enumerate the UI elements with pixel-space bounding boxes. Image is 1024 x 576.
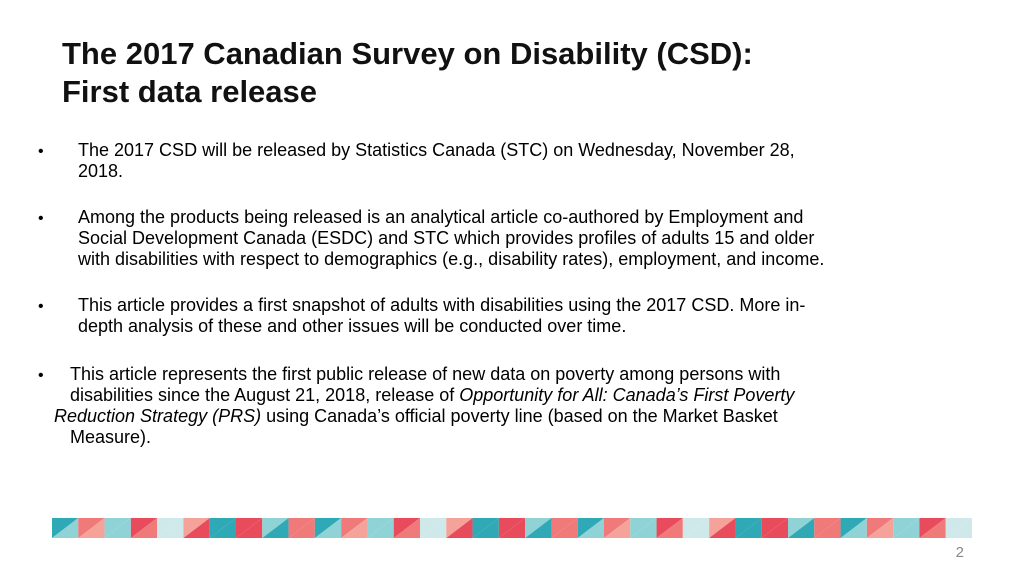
strip-triangle	[761, 518, 788, 538]
strip-triangle	[525, 518, 552, 538]
strip-triangle	[157, 518, 184, 538]
strip-triangle	[551, 518, 578, 538]
strip-triangle	[656, 518, 683, 538]
strip-triangle	[577, 518, 604, 538]
strip-triangle	[814, 518, 841, 538]
strip-triangle	[236, 518, 263, 538]
strip-triangle	[446, 518, 473, 538]
strip-triangle	[446, 518, 473, 538]
strip-triangle	[893, 518, 920, 538]
strip-triangle	[262, 518, 289, 538]
bullet-text: Among the products being released is an …	[78, 207, 824, 270]
bullet-text: This article represents the first public…	[54, 364, 794, 448]
strip-triangle	[814, 518, 841, 538]
strip-triangle	[761, 518, 788, 538]
strip-triangle	[209, 518, 236, 538]
strip-triangle	[367, 518, 394, 538]
bullet-line: disabilities since the August 21, 2018, …	[70, 385, 794, 406]
strip-triangle	[288, 518, 315, 538]
bullet-plain-text: disabilities since the August 21, 2018, …	[70, 385, 460, 405]
strip-triangle	[919, 518, 946, 538]
strip-triangle	[314, 518, 342, 538]
bullet-line: Measure).	[70, 427, 152, 447]
strip-triangle	[604, 518, 631, 538]
strip-triangle	[945, 518, 972, 538]
strip-triangle	[157, 518, 184, 538]
strip-triangle	[472, 518, 499, 538]
bullet-line: 2018.	[78, 161, 124, 181]
bullet-line: Social Development Canada (ESDC) and STC…	[78, 228, 815, 248]
strip-triangle	[577, 518, 604, 538]
strip-triangle	[551, 518, 578, 538]
bullet-text: The 2017 CSD will be released by Statist…	[78, 140, 795, 182]
bullet-marker: •	[38, 298, 44, 315]
bullet-italic-title: Opportunity for All: Canada’s First Pove…	[459, 385, 795, 405]
strip-triangle	[840, 518, 867, 538]
strip-triangle	[630, 518, 657, 538]
strip-triangle	[788, 518, 815, 538]
slide-title-line-2: First data release	[62, 74, 318, 109]
bullet-line: Among the products being released is an …	[78, 207, 804, 227]
strip-triangle	[104, 518, 131, 538]
strip-triangle	[682, 518, 710, 538]
bullet-marker: •	[38, 210, 44, 227]
bullet-text: This article provides a first snapshot o…	[78, 295, 805, 337]
strip-triangle	[420, 518, 447, 538]
strip-triangle	[735, 518, 762, 538]
bullet-plain-text: using Canada’s official poverty line (ba…	[261, 406, 778, 426]
strip-triangle	[52, 518, 79, 538]
strip-triangle	[840, 518, 867, 538]
strip-triangle	[183, 518, 210, 538]
strip-triangle	[919, 518, 946, 538]
strip-triangle	[262, 518, 289, 538]
decorative-triangle-strip	[52, 518, 972, 538]
strip-triangle	[709, 518, 736, 538]
strip-triangle	[393, 518, 420, 538]
strip-triangle	[498, 518, 526, 538]
bullet-italic-title: Reduction Strategy (PRS)	[54, 406, 262, 426]
strip-triangle	[236, 518, 263, 538]
bullet-line: depth analysis of these and other issues…	[78, 316, 627, 336]
bullet-line: The 2017 CSD will be released by Statist…	[78, 140, 795, 160]
strip-triangle	[656, 518, 683, 538]
strip-triangle	[367, 518, 394, 538]
slide-title-line-1: The 2017 Canadian Survey on Disability (…	[62, 36, 753, 71]
strip-triangle	[604, 518, 631, 538]
slide-title: The 2017 Canadian Survey on Disability (…	[62, 35, 962, 111]
strip-triangle	[893, 518, 920, 538]
strip-triangle	[788, 518, 815, 538]
strip-triangle	[945, 518, 972, 538]
strip-triangle	[735, 518, 762, 538]
bullet-line: with disabilities with respect to demogr…	[78, 249, 825, 269]
bullet-line: This article represents the first public…	[70, 364, 781, 384]
strip-triangle	[130, 518, 158, 538]
bullet-marker: •	[38, 143, 44, 160]
page-number: 2	[955, 544, 964, 561]
strip-triangle	[104, 518, 131, 538]
strip-triangle	[630, 518, 657, 538]
strip-triangle	[709, 518, 736, 538]
strip-triangle	[866, 518, 894, 538]
strip-triangle	[209, 518, 236, 538]
bullet-line: This article provides a first snapshot o…	[78, 295, 806, 315]
bullet-marker: •	[38, 367, 44, 384]
bullet-line: Reduction Strategy (PRS) using Canada’s …	[54, 406, 794, 427]
strip-triangle	[341, 518, 368, 538]
strip-triangle	[78, 518, 105, 538]
